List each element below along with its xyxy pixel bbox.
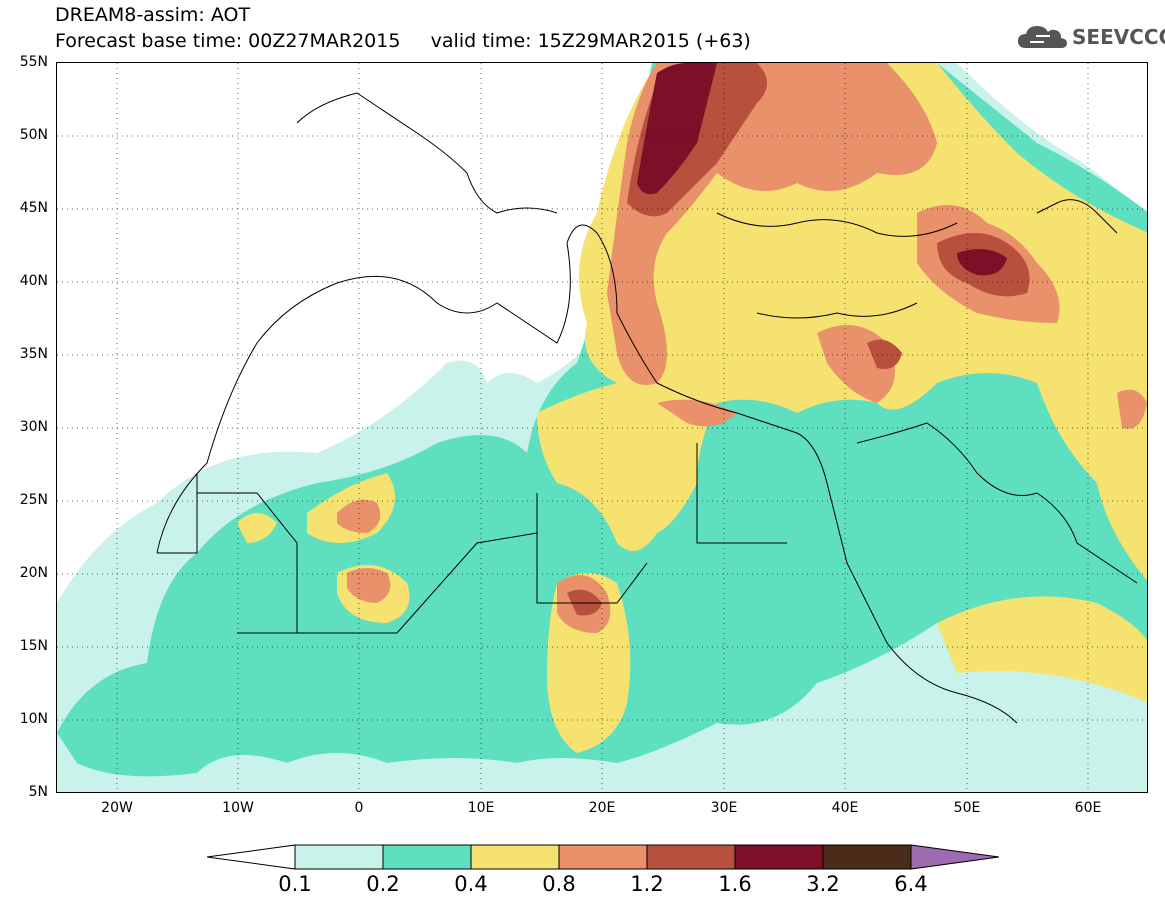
colorbar-label: 6.4 xyxy=(894,872,928,896)
coastlines xyxy=(156,92,1138,724)
lat-label: 15N xyxy=(19,638,48,654)
valid-time-label: valid time: 15Z29MAR2015 (+63) xyxy=(430,30,751,52)
lon-label: 20W xyxy=(101,800,133,816)
colorbar-swatch xyxy=(470,844,560,870)
lon-label: 0 xyxy=(354,800,364,816)
lat-label: 25N xyxy=(19,492,48,508)
colorbar-label: 3.2 xyxy=(806,872,840,896)
colorbar-label: 1.2 xyxy=(630,872,664,896)
cloud-icon xyxy=(1018,26,1067,48)
lon-label: 60E xyxy=(1074,800,1102,816)
colorbar-label: 0.2 xyxy=(366,872,400,896)
lat-label: 55N xyxy=(19,54,48,70)
colorbar-swatch xyxy=(382,844,472,870)
lat-label: 45N xyxy=(19,200,48,216)
lon-label: 10E xyxy=(467,800,495,816)
colorbar-swatch xyxy=(646,844,736,870)
colorbar-label: 0.8 xyxy=(542,872,576,896)
colorbar-high-arrow xyxy=(910,844,999,870)
graticule xyxy=(57,63,1147,792)
aot-contour-1-6 xyxy=(637,63,1007,276)
lon-label: 30E xyxy=(710,800,738,816)
colorbar-label: 0.4 xyxy=(454,872,488,896)
colorbar-label: 1.6 xyxy=(718,872,752,896)
lat-label: 30N xyxy=(19,419,48,435)
lon-label: 10W xyxy=(222,800,254,816)
lat-label: 20N xyxy=(19,565,48,581)
seevccc-logo: SEEVCCC xyxy=(1016,22,1165,52)
colorbar-swatch xyxy=(294,844,384,870)
lon-label: 20E xyxy=(588,800,616,816)
lon-label: 40E xyxy=(831,800,859,816)
logo-text: SEEVCCC xyxy=(1072,25,1165,49)
lon-label: 50E xyxy=(953,800,981,816)
lat-label: 40N xyxy=(19,273,48,289)
colorbar xyxy=(207,844,999,870)
lat-label: 5N xyxy=(28,784,48,800)
forecast-time-line: Forecast base time: 00Z27MAR2015 valid t… xyxy=(55,30,751,52)
colorbar-label: 0.1 xyxy=(278,872,312,896)
aot-map-graphic xyxy=(57,63,1147,792)
colorbar-swatch xyxy=(822,844,912,870)
lat-label: 50N xyxy=(19,127,48,143)
lat-label: 35N xyxy=(19,346,48,362)
colorbar-swatch xyxy=(734,844,824,870)
colorbar-swatch xyxy=(558,844,648,870)
aot-map xyxy=(56,62,1148,793)
map-title: DREAM8-assim: AOT xyxy=(55,4,251,26)
colorbar-low-arrow xyxy=(207,844,296,870)
base-time-label: Forecast base time: 00Z27MAR2015 xyxy=(55,30,401,52)
lat-label: 10N xyxy=(19,711,48,727)
